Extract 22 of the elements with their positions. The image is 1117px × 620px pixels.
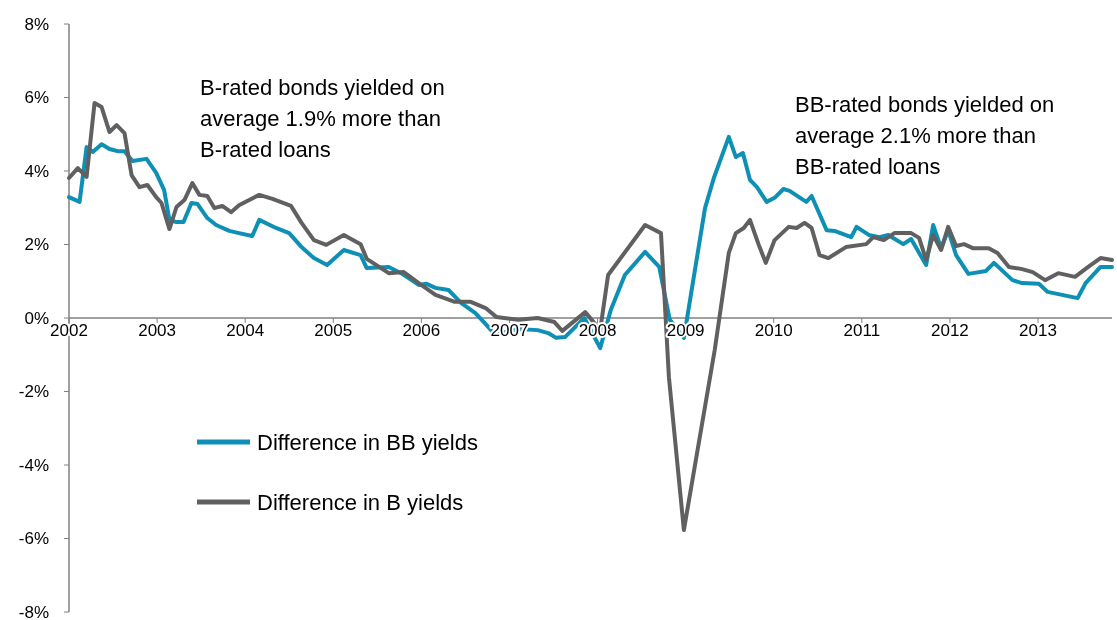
legend-label: Difference in B yields xyxy=(257,489,464,515)
x-tick-label: 2005 xyxy=(314,321,353,340)
x-tick-label: 2002 xyxy=(50,321,88,340)
annotation: B-rated bonds yielded on average 1.9% more than B-rated loans xyxy=(200,75,445,162)
x-tick-label: 2004 xyxy=(226,321,265,340)
y-tick-label: 6% xyxy=(24,88,49,108)
y-tick-label: -8% xyxy=(18,602,49,620)
x-tick-label: 2013 xyxy=(1019,321,1057,340)
y-tick-label: 4% xyxy=(24,161,49,181)
x-tick-label: 2012 xyxy=(931,321,969,340)
y-tick-label: 2% xyxy=(24,235,49,255)
x-tick-label: 2006 xyxy=(402,321,441,340)
legend-label: Difference in BB yields xyxy=(257,429,478,455)
y-tick-label: -2% xyxy=(18,382,49,402)
y-tick-label: -6% xyxy=(18,529,49,549)
y-tick-label: 0% xyxy=(24,308,49,328)
x-tick-label: 2011 xyxy=(843,321,881,340)
y-tick-label: 8% xyxy=(24,14,49,34)
x-tick-label: 2010 xyxy=(754,321,793,340)
x-tick-label: 2003 xyxy=(138,321,177,340)
annotation: BB-rated bonds yielded on average 2.1% more than BB-rated loans xyxy=(795,92,1055,179)
y-tick-label: -4% xyxy=(18,455,49,475)
